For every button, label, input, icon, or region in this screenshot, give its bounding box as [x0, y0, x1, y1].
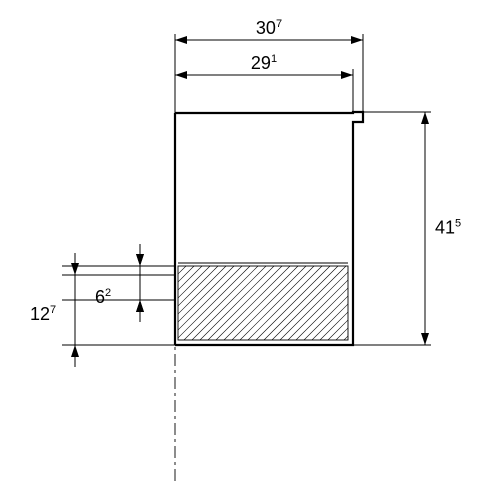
svg-text:291: 291 — [251, 53, 277, 73]
technical-drawing: 307 291 415 62 127 — [0, 0, 500, 500]
svg-text:307: 307 — [256, 18, 282, 38]
svg-text:415: 415 — [435, 218, 461, 238]
svg-text:127: 127 — [30, 304, 56, 324]
svg-text:62: 62 — [95, 287, 111, 307]
